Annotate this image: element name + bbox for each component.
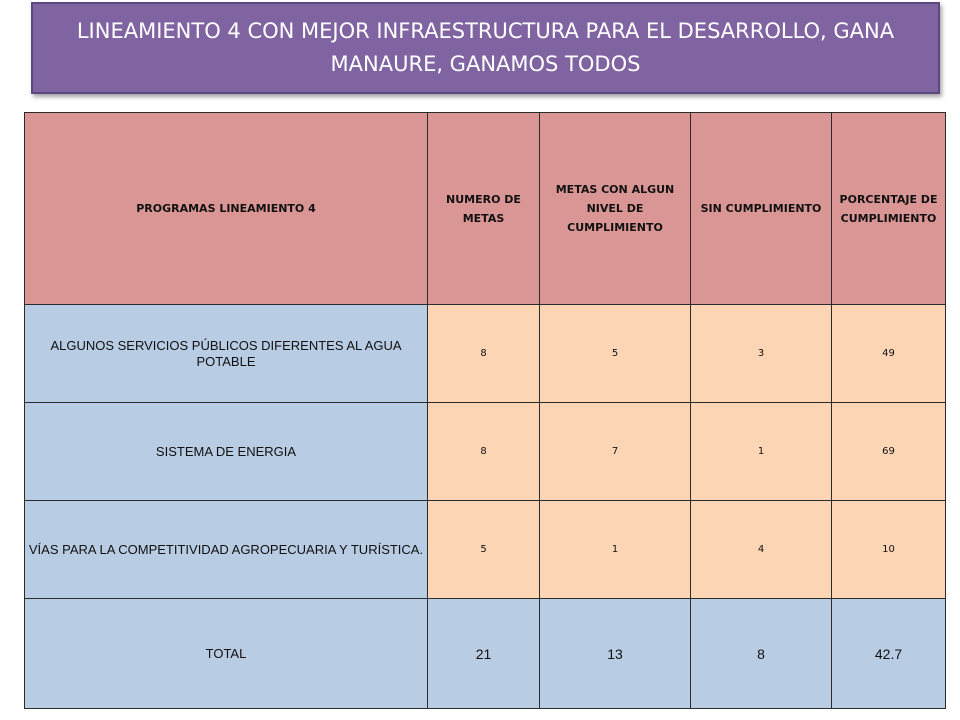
con-cumplimiento-cell: 7 — [539, 402, 691, 501]
table-row: VÍAS PARA LA COMPETITIVIDAD AGROPECUARIA… — [24, 500, 946, 599]
program-cell: VÍAS PARA LA COMPETITIVIDAD AGROPECUARIA… — [24, 500, 428, 599]
slide-title-text: LINEAMIENTO 4 CON MEJOR INFRAESTRUCTURA … — [76, 19, 895, 76]
metas-cell: 5 — [427, 500, 540, 599]
con-cumplimiento-cell: 1 — [539, 500, 691, 599]
sin-cumplimiento-cell: 1 — [690, 402, 832, 501]
program-cell: ALGUNOS SERVICIOS PÚBLICOS DIFERENTES AL… — [24, 304, 428, 403]
header-metas-cumplimiento: METAS CON ALGUN NIVEL DE CUMPLIMIENTO — [539, 112, 691, 305]
porcentaje-cell: 49 — [831, 304, 946, 403]
header-numero-metas: NUMERO DE METAS — [427, 112, 540, 305]
slide-title: LINEAMIENTO 4 CON MEJOR INFRAESTRUCTURA … — [31, 2, 940, 94]
header-programas: PROGRAMAS LINEAMIENTO 4 — [24, 112, 428, 305]
table-row: ALGUNOS SERVICIOS PÚBLICOS DIFERENTES AL… — [24, 304, 946, 403]
porcentaje-cell: 10 — [831, 500, 946, 599]
total-metas: 21 — [427, 598, 540, 709]
total-row: TOTAL 21 13 8 42.7 — [24, 598, 946, 709]
total-sin-cumplimiento: 8 — [690, 598, 832, 709]
metas-cell: 8 — [427, 304, 540, 403]
sin-cumplimiento-cell: 4 — [690, 500, 832, 599]
header-sin-cumplimiento: SIN CUMPLIMIENTO — [690, 112, 832, 305]
table-header-row: PROGRAMAS LINEAMIENTO 4 NUMERO DE METAS … — [24, 112, 946, 305]
header-porcentaje: PORCENTAJE DE CUMPLIMIENTO — [831, 112, 946, 305]
con-cumplimiento-cell: 5 — [539, 304, 691, 403]
total-con-cumplimiento: 13 — [539, 598, 691, 709]
program-cell: SISTEMA DE ENERGIA — [24, 402, 428, 501]
total-porcentaje: 42.7 — [831, 598, 946, 709]
porcentaje-cell: 69 — [831, 402, 946, 501]
goals-table: PROGRAMAS LINEAMIENTO 4 NUMERO DE METAS … — [24, 112, 946, 709]
metas-cell: 8 — [427, 402, 540, 501]
table-row: SISTEMA DE ENERGIA 8 7 1 69 — [24, 402, 946, 501]
sin-cumplimiento-cell: 3 — [690, 304, 832, 403]
total-label: TOTAL — [24, 598, 428, 709]
